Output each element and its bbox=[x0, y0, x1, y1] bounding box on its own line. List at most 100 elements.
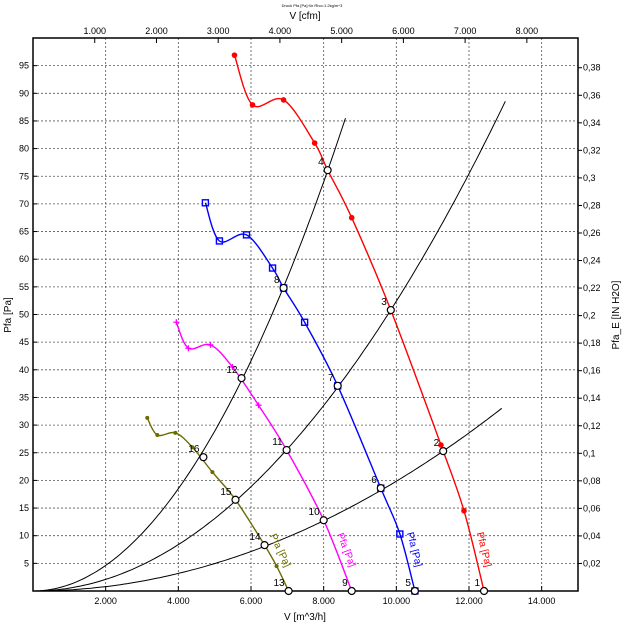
y2-tick-label: 0,14 bbox=[583, 393, 601, 403]
y-tick-label: 40 bbox=[19, 365, 29, 375]
operating-point-label: 5 bbox=[405, 578, 411, 589]
y-tick-label: 25 bbox=[19, 448, 29, 458]
operating-point bbox=[282, 445, 291, 455]
y2-axis-label: Pfa_E [IN H2O] bbox=[611, 280, 622, 349]
operating-point bbox=[410, 586, 419, 596]
y2-tick-label: 0,02 bbox=[583, 558, 601, 568]
operating-point bbox=[347, 586, 356, 596]
system-curve bbox=[33, 407, 503, 592]
data-point bbox=[249, 102, 256, 108]
x-tick-label: 2.000 bbox=[94, 596, 117, 606]
data-point bbox=[155, 433, 160, 438]
data-point bbox=[145, 415, 150, 420]
fan-curve bbox=[146, 417, 290, 592]
y2-tick-label: 0,32 bbox=[583, 145, 601, 155]
y-tick-label: 80 bbox=[19, 144, 29, 154]
fan-curve-label: Pfa [Pa] bbox=[404, 531, 424, 568]
data-point bbox=[280, 97, 287, 103]
y-axis-label: Pfa [Pa] bbox=[3, 297, 14, 333]
y-tick-label: 50 bbox=[19, 310, 29, 320]
y2-tick-label: 0,16 bbox=[583, 366, 601, 376]
data-point bbox=[461, 508, 467, 514]
operating-point bbox=[279, 283, 288, 293]
y-tick-label: 15 bbox=[19, 503, 29, 513]
operating-point bbox=[284, 586, 293, 596]
operating-point-label: 7 bbox=[328, 373, 334, 384]
x-tick-label: 8.000 bbox=[312, 596, 335, 606]
x2-tick-label: 7.000 bbox=[454, 26, 477, 36]
y-tick-label: 70 bbox=[19, 199, 29, 209]
data-point bbox=[300, 318, 309, 326]
system-curve bbox=[33, 101, 506, 592]
data-point bbox=[438, 442, 444, 448]
x2-tick-label: 4.000 bbox=[269, 26, 292, 36]
operating-point-label: 9 bbox=[342, 578, 348, 589]
chart-title: Druck Pfa [Pa] für Rho=1.2kg/m^3 bbox=[282, 3, 343, 8]
y2-tick-label: 0,06 bbox=[583, 503, 601, 513]
data-point bbox=[311, 140, 318, 146]
y-tick-label: 75 bbox=[19, 171, 29, 181]
operating-point-label: 16 bbox=[188, 444, 200, 455]
data-point bbox=[215, 237, 224, 245]
operating-point-label: 8 bbox=[274, 275, 280, 286]
x-tick-label: 12.000 bbox=[455, 596, 483, 606]
operating-point-label: 2 bbox=[434, 438, 440, 449]
x-axis-label: V [m^3/h] bbox=[284, 612, 326, 623]
operating-point-label: 3 bbox=[381, 297, 387, 308]
operating-point-label: 14 bbox=[249, 532, 261, 543]
operating-point bbox=[260, 541, 269, 550]
operating-point bbox=[439, 446, 448, 456]
operating-point-label: 1 bbox=[474, 578, 480, 589]
y2-tick-label: 0,28 bbox=[583, 200, 601, 210]
y2-tick-label: 0,3 bbox=[583, 173, 596, 183]
y2-tick-label: 0,12 bbox=[583, 421, 601, 431]
data-point bbox=[396, 530, 404, 538]
x2-tick-label: 8.000 bbox=[516, 26, 539, 36]
data-point bbox=[210, 470, 215, 475]
data-point bbox=[185, 345, 192, 352]
data-point bbox=[207, 341, 214, 348]
data-point bbox=[229, 364, 236, 371]
y-tick-label: 30 bbox=[19, 420, 29, 430]
x-tick-label: 14.000 bbox=[528, 596, 556, 606]
y2-tick-label: 0,04 bbox=[583, 531, 601, 541]
y2-tick-label: 0,36 bbox=[583, 90, 601, 100]
x2-tick-label: 1.000 bbox=[83, 26, 106, 36]
y-tick-label: 5 bbox=[24, 558, 29, 568]
y2-tick-label: 0,34 bbox=[583, 118, 601, 128]
data-point bbox=[242, 231, 251, 239]
x2-tick-label: 6.000 bbox=[392, 26, 415, 36]
y-tick-label: 85 bbox=[19, 116, 29, 126]
y2-tick-label: 0,22 bbox=[583, 283, 601, 293]
x2-tick-label: 5.000 bbox=[330, 26, 353, 36]
y2-tick-label: 0,2 bbox=[583, 311, 596, 321]
y-tick-label: 60 bbox=[19, 254, 29, 264]
x2-tick-label: 2.000 bbox=[145, 26, 168, 36]
operating-point-label: 4 bbox=[318, 157, 324, 168]
y-tick-label: 20 bbox=[19, 475, 29, 485]
y-tick-label: 90 bbox=[19, 88, 29, 98]
operating-point bbox=[237, 373, 246, 383]
x2-axis-label: V [cfm] bbox=[289, 11, 320, 22]
x2-tick-label: 3.000 bbox=[207, 26, 230, 36]
operating-point-label: 13 bbox=[273, 578, 285, 589]
operating-point-label: 15 bbox=[220, 487, 232, 498]
y-tick-label: 65 bbox=[19, 227, 29, 237]
data-point bbox=[255, 402, 262, 409]
y2-tick-label: 0,18 bbox=[583, 338, 601, 348]
fan-curve bbox=[204, 202, 416, 592]
x-tick-label: 10.000 bbox=[383, 596, 411, 606]
y2-tick-label: 0,1 bbox=[583, 448, 596, 458]
operating-point bbox=[319, 516, 328, 525]
operating-point bbox=[231, 495, 240, 504]
operating-point-label: 6 bbox=[371, 475, 377, 486]
operating-point bbox=[376, 484, 385, 493]
x-tick-label: 6.000 bbox=[240, 596, 263, 606]
operating-point bbox=[323, 166, 332, 175]
data-point bbox=[268, 264, 277, 272]
y-tick-label: 10 bbox=[19, 531, 29, 541]
y2-tick-label: 0,26 bbox=[583, 228, 601, 238]
x-tick-label: 4.000 bbox=[167, 596, 190, 606]
